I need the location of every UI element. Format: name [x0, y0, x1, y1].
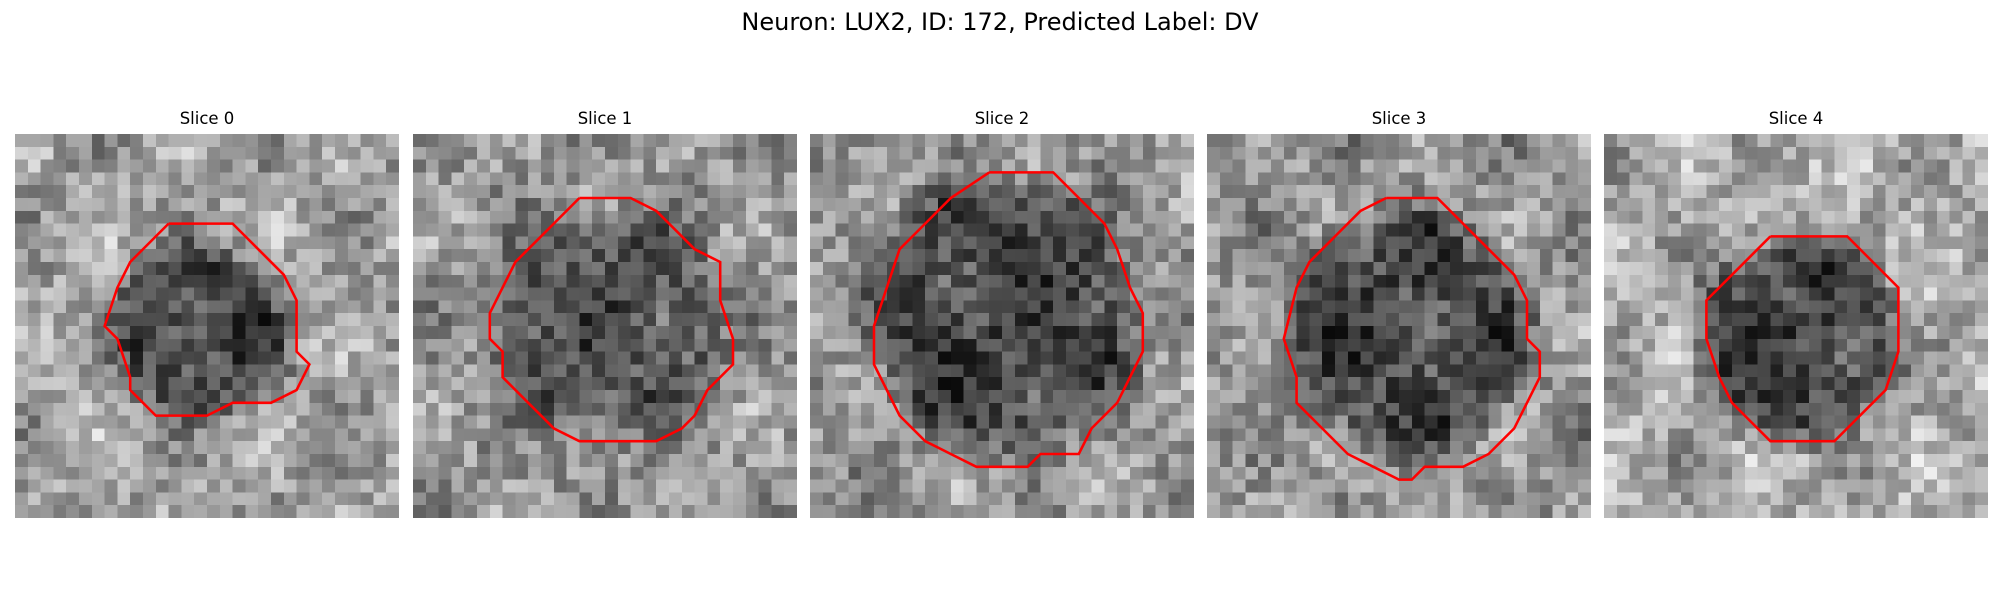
slice-panel-2: Slice 2: [810, 108, 1194, 518]
neuron-outline: [1282, 196, 1542, 481]
outline-path: [872, 171, 1145, 469]
slice-panel-0: Slice 0: [15, 108, 399, 518]
slice-title: Slice 4: [1768, 109, 1824, 128]
slice-title: Slice 1: [577, 109, 633, 128]
slice-title: Slice 0: [179, 109, 235, 128]
outline-path: [488, 196, 735, 443]
slice-title: Slice 3: [1371, 109, 1427, 128]
outline-path: [103, 222, 311, 417]
neuron-outline: [488, 196, 735, 443]
neuron-outline: [1705, 235, 1900, 443]
figure-title: Neuron: LUX2, ID: 172, Predicted Label: …: [741, 8, 1259, 36]
outline-path: [1705, 235, 1900, 443]
slice-image: [15, 134, 399, 518]
neuron-outline: [103, 222, 311, 417]
slice-image: [1604, 134, 1988, 518]
slice-panel-1: Slice 1: [413, 108, 797, 518]
slice-panel-4: Slice 4: [1604, 108, 1988, 518]
slice-title: Slice 2: [974, 109, 1030, 128]
neuron-outline: [872, 171, 1145, 469]
outline-path: [1282, 196, 1542, 481]
slice-panel-3: Slice 3: [1207, 108, 1591, 518]
